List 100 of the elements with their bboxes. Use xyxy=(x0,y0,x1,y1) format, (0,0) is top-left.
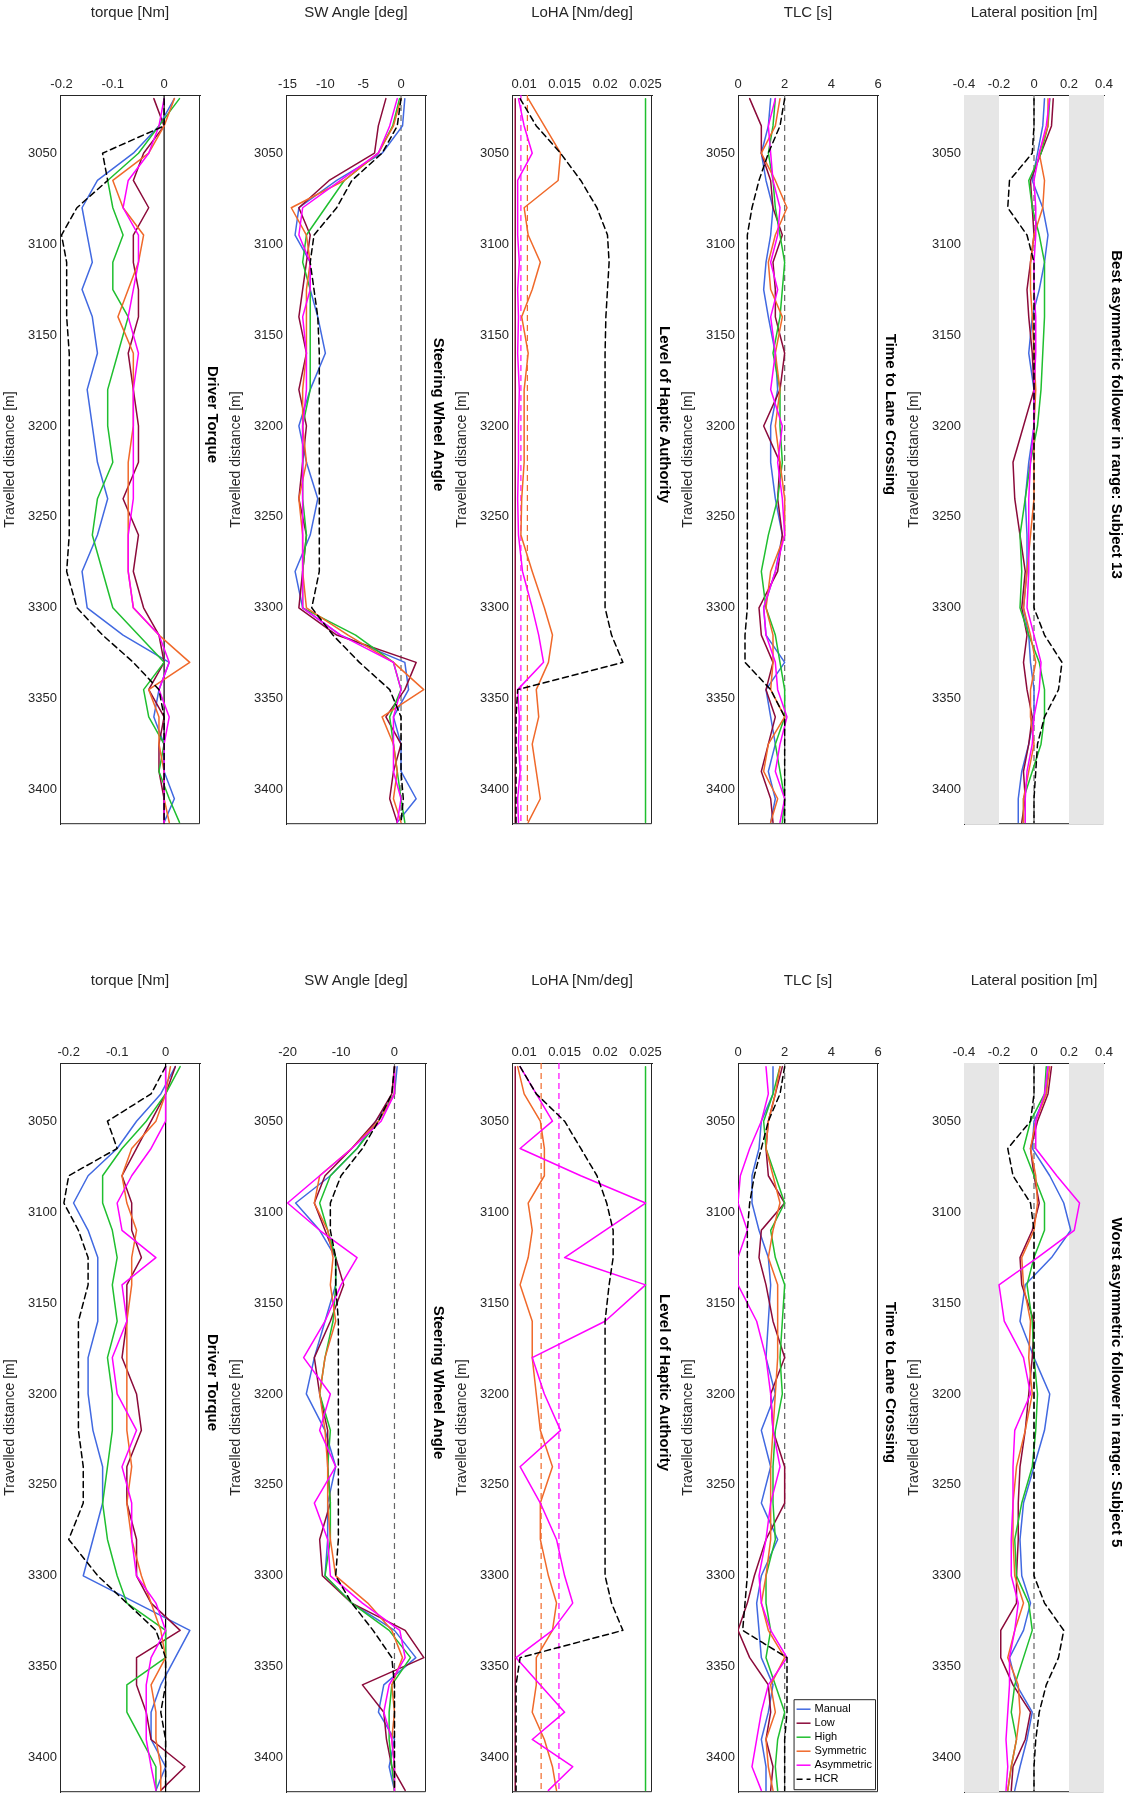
y-tick-label: 3150 xyxy=(706,326,735,342)
y-tick-label: 3150 xyxy=(480,1294,509,1310)
y-tick-label: 3200 xyxy=(28,417,57,433)
text: Driver Torque xyxy=(204,365,222,464)
y-tick-label: 3150 xyxy=(28,1294,57,1310)
y-tick-label: 3250 xyxy=(480,508,509,524)
x-axis-title: Lateral position [m] xyxy=(970,971,1098,989)
y-tick-label: 3400 xyxy=(480,1749,509,1765)
y-tick-label: 3350 xyxy=(28,1658,57,1674)
y-tick-label: 3100 xyxy=(28,235,57,251)
y-tick-label: 3300 xyxy=(28,599,57,615)
y-tick-label: 3100 xyxy=(932,1203,961,1219)
y-tick-label: 3050 xyxy=(706,144,735,160)
x-tick-label: 0 xyxy=(397,75,405,91)
y-tick-label: 3200 xyxy=(28,1385,57,1401)
y-tick-label: 3050 xyxy=(28,144,57,160)
text: Level of Haptic Authority xyxy=(656,1294,674,1472)
x-tick-label: 4 xyxy=(827,75,835,91)
y-tick-label: 3150 xyxy=(932,1294,961,1310)
x-tick-label: 0 xyxy=(1030,75,1038,91)
text: Level of Haptic Authority xyxy=(656,326,674,504)
y-axis-title: Travelled distance [m] xyxy=(679,391,696,528)
y-tick-label: 3150 xyxy=(480,326,509,342)
y-tick-label: 3050 xyxy=(254,144,283,160)
x-tick-label: -20 xyxy=(278,1043,297,1059)
legend-label: Manual xyxy=(814,1702,851,1715)
x-tick-label: 0.2 xyxy=(1059,75,1079,91)
x-tick-label: -0.1 xyxy=(105,1043,129,1059)
y-tick-label: 3300 xyxy=(254,1567,283,1583)
y-tick-label: 3100 xyxy=(706,1203,735,1219)
y-tick-label: 3300 xyxy=(932,599,961,615)
y-tick-label: 3150 xyxy=(254,1294,283,1310)
x-tick-label: 0 xyxy=(160,75,168,91)
x-axis-title: torque [Nm] xyxy=(90,971,170,989)
y-tick-label: 3150 xyxy=(28,326,57,342)
x-tick-label: 2 xyxy=(781,75,789,91)
y-tick-label: 3050 xyxy=(932,144,961,160)
x-axis-title: LoHA [Nm/deg] xyxy=(531,3,633,21)
x-axis-title: TLC [s] xyxy=(783,971,833,989)
y-tick-label: 3250 xyxy=(28,1476,57,1492)
x-tick-label: 0.4 xyxy=(1094,1043,1114,1059)
y-tick-label: 3400 xyxy=(932,781,961,797)
y-tick-label: 3350 xyxy=(254,690,283,706)
y-tick-label: 3400 xyxy=(480,781,509,797)
y-tick-label: 3100 xyxy=(480,1203,509,1219)
y-axis-title: Travelled distance [m] xyxy=(227,391,244,528)
y-tick-label: 3250 xyxy=(932,1476,961,1492)
y-tick-label: 3050 xyxy=(480,1112,509,1128)
x-tick-label: -15 xyxy=(278,75,297,91)
y-tick-label: 3350 xyxy=(480,690,509,706)
x-tick-label: 0.015 xyxy=(548,1043,581,1059)
y-tick-label: 3300 xyxy=(480,599,509,615)
y-tick-label: 3050 xyxy=(28,1112,57,1128)
x-tick-label: 0 xyxy=(390,1043,399,1059)
y-axis-title: Travelled distance [m] xyxy=(453,1359,470,1496)
y-tick-label: 3350 xyxy=(706,690,735,706)
x-tick-label: 0.02 xyxy=(592,1043,618,1059)
y-tick-label: 3400 xyxy=(932,1749,961,1765)
x-tick-label: 2 xyxy=(781,1043,789,1059)
legend-label: High xyxy=(814,1730,838,1743)
y-tick-label: 3300 xyxy=(932,1567,961,1583)
text: Time to Lane Crossing xyxy=(882,333,900,496)
x-axis-title: Lateral position [m] xyxy=(970,3,1098,21)
y-tick-label: 3100 xyxy=(254,235,283,251)
y-tick-label: 3150 xyxy=(706,1294,735,1310)
x-tick-label: -0.4 xyxy=(952,75,976,91)
text: Steering Wheel Angle xyxy=(430,1305,448,1460)
y-tick-label: 3200 xyxy=(932,417,961,433)
x-tick-label: 0 xyxy=(734,75,742,91)
y-tick-label: 3400 xyxy=(28,1749,57,1765)
y-tick-label: 3050 xyxy=(706,1112,735,1128)
text: Best asymmetric follower in range: Subject 13 xyxy=(1108,250,1126,579)
y-axis-title: Travelled distance [m] xyxy=(227,1359,244,1496)
legend-label: HCR xyxy=(814,1772,839,1785)
x-tick-label: -0.2 xyxy=(57,1043,80,1059)
y-tick-label: 3250 xyxy=(254,508,283,524)
y-axis-title: Travelled distance [m] xyxy=(905,1359,922,1496)
y-tick-label: 3200 xyxy=(932,1385,961,1401)
y-tick-label: 3250 xyxy=(28,508,57,524)
legend-label: Low xyxy=(814,1716,835,1729)
y-axis-title: Travelled distance [m] xyxy=(905,391,922,528)
x-tick-label: 0.015 xyxy=(548,75,581,91)
y-tick-label: 3150 xyxy=(254,326,283,342)
y-tick-label: 3300 xyxy=(706,599,735,615)
y-tick-label: 3200 xyxy=(706,417,735,433)
x-tick-label: -0.4 xyxy=(952,1043,976,1059)
text: Time to Lane Crossing xyxy=(882,1301,900,1464)
y-tick-label: 3200 xyxy=(254,1385,283,1401)
text: Steering Wheel Angle xyxy=(430,337,448,492)
legend-label: Asymmetric xyxy=(814,1758,873,1771)
x-tick-label: -0.2 xyxy=(987,75,1011,91)
y-tick-label: 3200 xyxy=(480,417,509,433)
x-tick-label: 0 xyxy=(1030,1043,1038,1059)
y-tick-label: 3100 xyxy=(932,235,961,251)
y-tick-label: 3200 xyxy=(254,417,283,433)
y-tick-label: 3350 xyxy=(706,1658,735,1674)
x-axis-title: TLC [s] xyxy=(783,3,833,21)
y-tick-label: 3250 xyxy=(932,508,961,524)
y-tick-label: 3100 xyxy=(706,235,735,251)
y-tick-label: 3050 xyxy=(254,1112,283,1128)
